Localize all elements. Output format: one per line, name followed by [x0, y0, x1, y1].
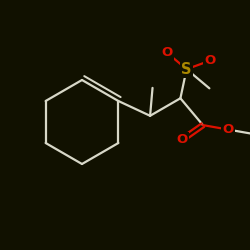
- Text: O: O: [162, 46, 173, 60]
- Text: O: O: [177, 133, 188, 146]
- Text: S: S: [181, 62, 192, 77]
- Text: O: O: [222, 123, 233, 136]
- Text: O: O: [205, 54, 216, 67]
